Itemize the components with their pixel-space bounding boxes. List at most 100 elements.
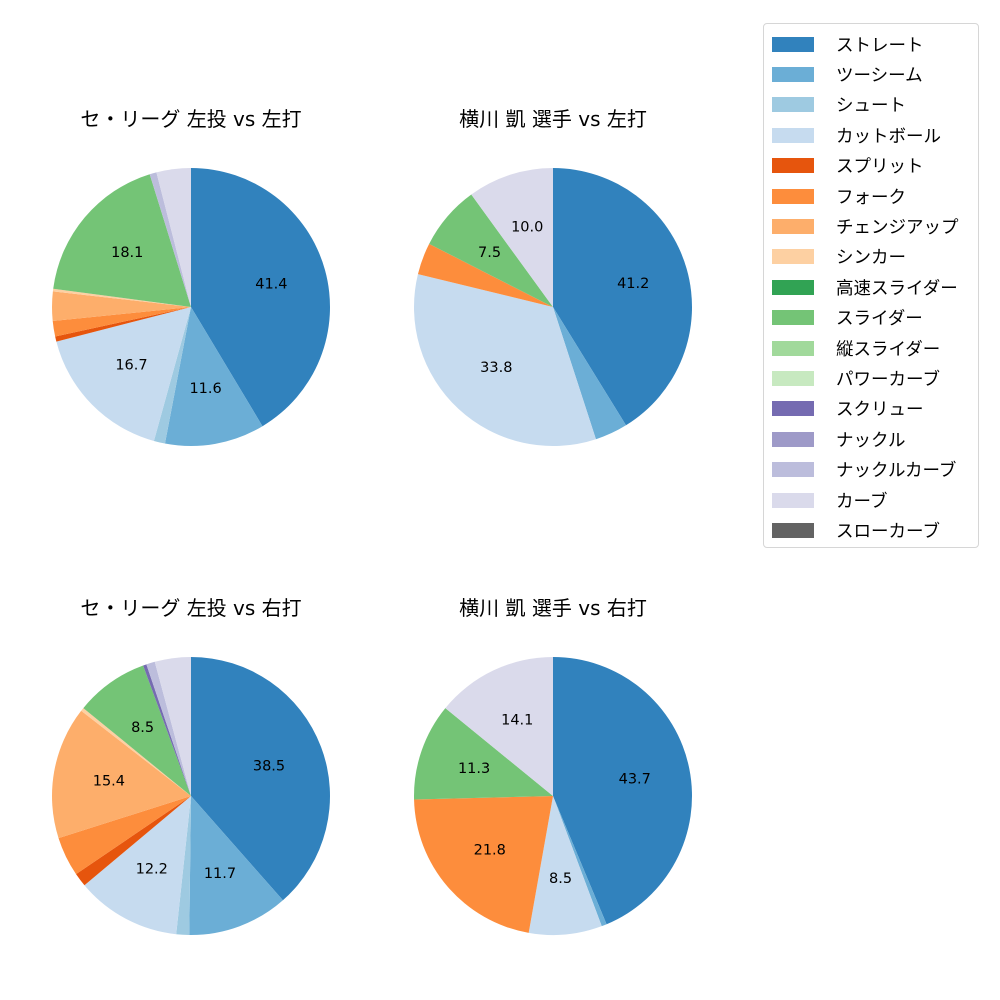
slice-label: 15.4 bbox=[93, 773, 125, 789]
pie-slice bbox=[58, 796, 191, 875]
legend-label: ストレート bbox=[836, 35, 924, 56]
legend-label: スライダー bbox=[836, 309, 923, 330]
pie-slice bbox=[84, 796, 191, 935]
legend-item: 高速スライダー bbox=[772, 275, 958, 299]
slice-label: 43.7 bbox=[619, 772, 651, 788]
pie-slice bbox=[156, 168, 191, 307]
legend-item: スプリット bbox=[772, 154, 924, 178]
legend-item: シンカー bbox=[772, 245, 906, 269]
legend-label: ツーシーム bbox=[836, 65, 923, 86]
legend-item: シュート bbox=[772, 93, 906, 117]
pie-slice bbox=[83, 665, 191, 796]
legend-label: パワーカーブ bbox=[836, 369, 940, 390]
chart-title: セ・リーグ 左投 vs 左打 bbox=[80, 107, 302, 131]
pie-slice bbox=[154, 657, 191, 796]
legend-swatch bbox=[772, 340, 814, 356]
slice-label: 8.5 bbox=[131, 720, 154, 736]
legend-swatch bbox=[772, 522, 814, 538]
pie-slice bbox=[52, 288, 191, 307]
pie-slice bbox=[553, 168, 692, 426]
legend-swatch bbox=[772, 462, 814, 478]
chart-title: セ・リーグ 左投 vs 右打 bbox=[80, 596, 302, 620]
pie-slice bbox=[149, 172, 191, 307]
slice-label: 11.7 bbox=[204, 866, 236, 882]
legend-swatch bbox=[772, 492, 814, 508]
legend-item: スローカーブ bbox=[772, 518, 940, 542]
legend: ストレートツーシームシュートカットボールスプリットフォークチェンジアップシンカー… bbox=[763, 23, 979, 548]
pie-slice bbox=[414, 796, 553, 933]
legend-label: スクリュー bbox=[836, 400, 924, 421]
pie-slice bbox=[553, 796, 607, 927]
slice-label: 18.1 bbox=[111, 245, 143, 261]
slice-label: 16.7 bbox=[115, 357, 147, 373]
pie-slice bbox=[52, 307, 191, 337]
pie-slice bbox=[191, 657, 330, 901]
legend-swatch bbox=[772, 401, 814, 417]
legend-swatch bbox=[772, 127, 814, 143]
legend-label: スプリット bbox=[836, 157, 924, 178]
pie-slice bbox=[189, 796, 283, 935]
pie-slice bbox=[76, 796, 191, 886]
pie-chart: 41.2 33.8 7.5 10.0 bbox=[414, 168, 692, 447]
legend-swatch bbox=[772, 218, 814, 234]
legend-label: 縦スライダー bbox=[836, 339, 941, 360]
legend-label: 高速スライダー bbox=[836, 278, 958, 299]
legend-item: カーブ bbox=[772, 488, 887, 512]
pie-slice bbox=[528, 796, 602, 935]
legend-item: ナックル bbox=[772, 427, 905, 451]
pie-slice bbox=[146, 661, 191, 796]
legend-swatch bbox=[772, 249, 814, 265]
slice-label: 14.1 bbox=[501, 713, 533, 729]
legend-item: 縦スライダー bbox=[772, 336, 940, 360]
pie-slice bbox=[471, 168, 553, 307]
legend-item: カットボール bbox=[772, 123, 941, 147]
slice-label: 11.3 bbox=[458, 761, 490, 777]
legend-item: パワーカーブ bbox=[772, 366, 940, 390]
pie-slice bbox=[53, 174, 192, 307]
legend-swatch bbox=[772, 279, 814, 295]
pie-chart: 43.7 8.5 21.8 11.3 14.1 bbox=[414, 657, 692, 935]
slice-label: 41.2 bbox=[617, 276, 649, 292]
pie-slice bbox=[553, 307, 626, 440]
legend-item: ストレート bbox=[772, 32, 924, 56]
legend-swatch bbox=[772, 158, 814, 174]
pie-slice bbox=[51, 710, 191, 839]
pie-chart: 38.5 11.7 12.2 15.4 8.5 bbox=[51, 657, 330, 935]
pie-slice bbox=[414, 274, 596, 447]
legend-swatch bbox=[772, 310, 814, 326]
pie-slice bbox=[164, 307, 263, 446]
legend-label: スローカーブ bbox=[836, 521, 940, 542]
pie-slice bbox=[553, 657, 692, 925]
legend-item: チェンジアップ bbox=[772, 214, 959, 238]
legend-swatch bbox=[772, 97, 814, 113]
legend-swatch bbox=[772, 431, 814, 447]
slice-label: 12.2 bbox=[136, 862, 168, 878]
legend-label: カーブ bbox=[836, 491, 888, 512]
slice-label: 33.8 bbox=[480, 360, 512, 376]
pie-slice bbox=[417, 243, 553, 307]
slice-label: 7.5 bbox=[478, 245, 501, 261]
pie-slice bbox=[143, 664, 191, 796]
legend-label: フォーク bbox=[836, 187, 906, 208]
legend-swatch bbox=[772, 36, 814, 52]
pie-slice bbox=[429, 194, 553, 307]
legend-item: フォーク bbox=[772, 184, 906, 208]
pie-slice bbox=[52, 291, 191, 321]
slice-label: 11.6 bbox=[189, 381, 221, 397]
pie-slice bbox=[445, 657, 553, 796]
legend-label: シンカー bbox=[836, 248, 906, 269]
legend-item: スライダー bbox=[772, 306, 923, 330]
pie-slice bbox=[56, 307, 191, 441]
slice-label: 8.5 bbox=[549, 871, 572, 887]
slice-label: 41.4 bbox=[255, 277, 287, 293]
legend-swatch bbox=[772, 370, 814, 386]
pie-slice bbox=[55, 307, 191, 342]
legend-item: スクリュー bbox=[772, 397, 924, 421]
slice-label: 38.5 bbox=[253, 759, 285, 775]
legend-swatch bbox=[772, 188, 814, 204]
legend-label: シュート bbox=[836, 96, 906, 117]
pie-slice bbox=[176, 796, 191, 935]
pie-slice bbox=[414, 708, 553, 800]
pie-slice bbox=[191, 168, 330, 427]
pie-slice bbox=[153, 307, 191, 444]
